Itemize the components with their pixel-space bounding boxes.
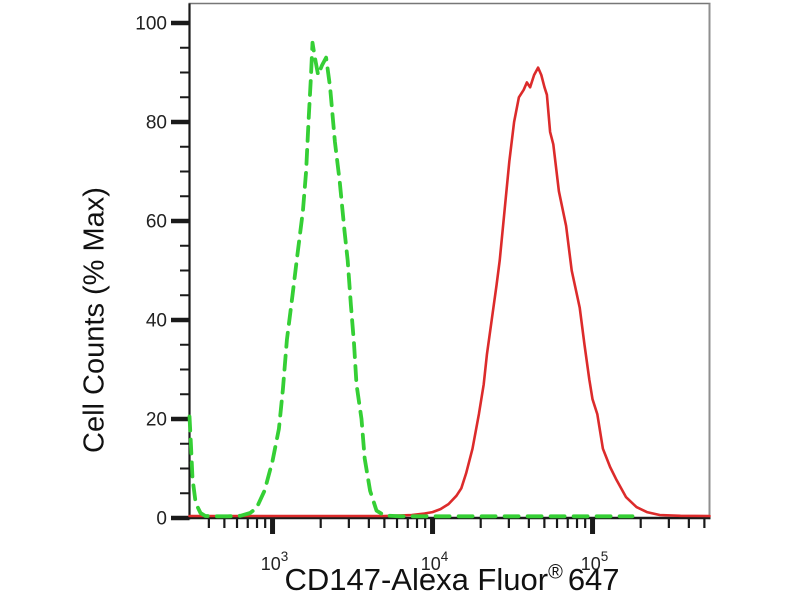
y-tick-label-20: 20: [146, 410, 167, 431]
red-solid-curve: [188, 66, 711, 518]
x-tick-label-1e3: 103: [261, 549, 289, 574]
y-tick-label-0: 0: [156, 509, 167, 530]
x-axis-title: CD147-Alexa Fluor® 647: [284, 562, 619, 598]
x-tick-label-1e4: 104: [421, 549, 449, 574]
x-axis-title-main: CD147-Alexa Fluor: [284, 562, 549, 597]
y-tick-label-60: 60: [146, 212, 167, 233]
green-dashed-curve: [187, 40, 635, 519]
x-tick-label-1e5: 105: [581, 549, 609, 574]
y-tick-label-40: 40: [146, 311, 167, 332]
y-tick-label-80: 80: [146, 113, 167, 134]
y-tick-label-100: 100: [135, 14, 167, 35]
x-axis-title-suffix: 647: [567, 562, 620, 597]
y-axis-title: Cell Counts (% Max): [78, 187, 111, 453]
registered-trademark-symbol: ®: [548, 561, 563, 584]
